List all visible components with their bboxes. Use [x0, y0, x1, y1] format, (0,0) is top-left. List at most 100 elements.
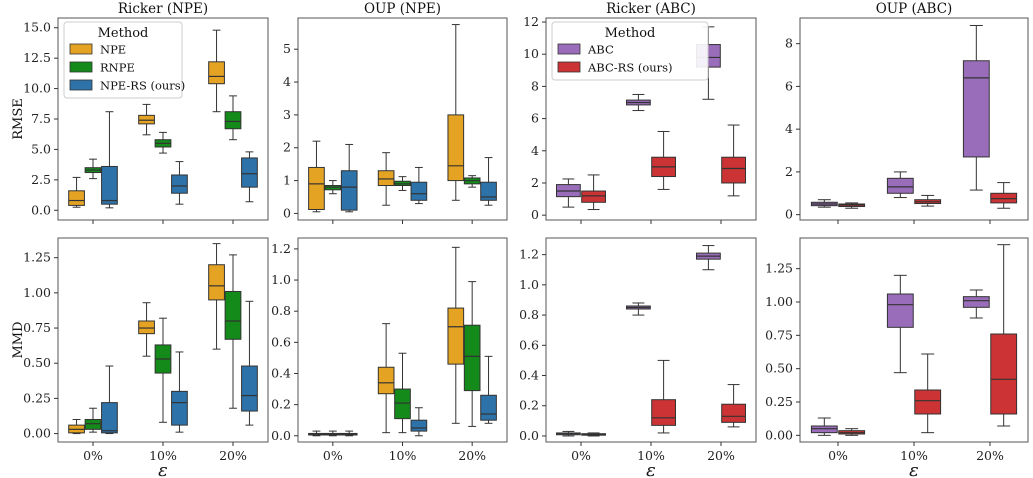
box-npe-rs-ours-20pct [480, 355, 497, 424]
subplot-1: 0.0 2.5 5.0 7.5 10.0 12.5 15.0 Ricker (NPE) RMSE… [11, 1, 269, 224]
y-tick-label: 0 [531, 207, 539, 222]
box-body [990, 333, 1018, 415]
box-abc-rs-ours-10pct [651, 130, 677, 190]
x-tick-label: 10% [149, 448, 177, 463]
y-tick-label: 4 [531, 143, 539, 158]
subplot-7: 0.0 0.2 0.4 0.6 0.8 1.0 1.2 0% 10% 20% ε [519, 237, 757, 478]
y-tick-label: 1.2 [519, 247, 539, 262]
box-body [480, 394, 497, 421]
y-tick-label: 0.8 [519, 307, 539, 322]
box-body [224, 290, 242, 340]
box-abc-rs-ours-0pct [581, 432, 607, 437]
box-body [208, 61, 225, 85]
box-rnpe-0pct [324, 180, 342, 195]
y-tick-label: 0.50 [765, 361, 793, 376]
box-body [101, 165, 118, 205]
x-axis-label: ε [158, 460, 168, 478]
box-body [308, 166, 325, 210]
x-axis-label: ε [646, 460, 656, 478]
box-npe-rs-ours-10pct [410, 166, 428, 205]
legend-swatch [557, 43, 581, 55]
box-abc-rs-ours-20pct [721, 124, 747, 197]
box-body [721, 403, 747, 423]
y-tick-label: 1.25 [765, 261, 793, 276]
x-tick-label: 10% [900, 448, 928, 463]
box-abc-rs-ours-0pct [581, 174, 607, 211]
axes-frame [799, 17, 1029, 221]
y-tick-label: 2 [531, 175, 539, 190]
box-abc-rs-ours-0pct [838, 428, 866, 436]
box-body [410, 419, 428, 432]
legend-entry: RNPE [100, 61, 135, 75]
x-tick-label: 0% [571, 448, 591, 463]
y-tick-label: 0 [283, 205, 291, 220]
y-tick-label: 12 [523, 14, 539, 29]
box-npe-rs-ours-20pct [241, 151, 258, 203]
box-body [138, 320, 155, 335]
legend-title: Method [605, 26, 656, 41]
box-body [377, 170, 395, 187]
box-body [208, 264, 225, 301]
y-tick-label: 0.25 [23, 390, 51, 405]
legend-entry: NPE [100, 43, 126, 57]
box-npe-10pct [138, 302, 155, 357]
box-body [138, 114, 155, 125]
legend-box [551, 21, 709, 81]
y-tick-label: 1.00 [23, 285, 51, 300]
x-tick-label: 20% [707, 448, 735, 463]
y-tick-label: 2 [283, 140, 291, 155]
box-rnpe-0pct [324, 430, 342, 437]
box-abc-20pct [962, 289, 990, 319]
box-abc-10pct [626, 93, 651, 112]
y-tick-label: 8 [785, 36, 793, 51]
box-body [447, 307, 465, 365]
y-tick-label: 0.0 [271, 428, 291, 443]
x-tick-label: 20% [458, 448, 486, 463]
subplot-title: Ricker (ABC) [606, 1, 696, 17]
legend-swatch [69, 43, 93, 55]
subplot-6: 0.0 0.2 0.4 0.6 0.8 1.0 1.2 0% 10% 20% [271, 237, 508, 463]
y-tick-label: 0.4 [519, 368, 539, 383]
box-npe-rs-ours-20pct [241, 300, 258, 426]
box-rnpe-0pct [84, 158, 102, 180]
y-tick-label: 8 [531, 78, 539, 93]
y-tick-label: 1 [283, 173, 291, 188]
y-tick-label: 0.0 [31, 202, 51, 217]
subplot-3: 0 2 4 6 8 10 12 Ricker (ABC) Method ABC ABC-RS (ou… [523, 1, 757, 224]
y-tick-label: 0.50 [23, 355, 51, 370]
box-rnpe-10pct [154, 131, 172, 154]
box-npe-20pct [447, 246, 465, 424]
y-tick-label: 2.5 [31, 172, 51, 187]
x-tick-label: 0% [83, 448, 103, 463]
y-tick-label: 0.75 [23, 320, 51, 335]
subplot-title: OUP (NPE) [364, 1, 441, 17]
y-tick-label: 0.00 [23, 426, 51, 441]
box-body [914, 389, 942, 415]
box-npe-0pct [68, 176, 85, 208]
box-rnpe-0pct [84, 407, 102, 433]
y-tick-label: 0.75 [765, 327, 793, 342]
y-tick-label: 5 [283, 41, 291, 56]
box-abc-rs-ours-20pct [990, 182, 1018, 209]
box-body [581, 190, 607, 203]
box-body [394, 388, 411, 420]
legend-entry: ABC [587, 43, 614, 57]
box-npe-rs-ours-10pct [410, 407, 428, 437]
x-tick-label: 20% [219, 448, 247, 463]
x-tick-label: 0% [828, 448, 848, 463]
box-body [84, 418, 102, 430]
box-abc-0pct [810, 417, 838, 436]
subplot-2: 0 1 2 3 4 5 OUP (NPE) [283, 1, 508, 224]
box-body [241, 365, 258, 412]
y-tick-label: 12.5 [23, 50, 51, 65]
box-body [962, 296, 990, 308]
box-npe-20pct [447, 24, 465, 201]
subplot-5: 0.00 0.25 0.50 0.75 1.00 1.25 0% 10% 20% MMD ε [11, 237, 269, 478]
box-npe-20pct [208, 29, 225, 113]
legend: Method NPE RNPE NPE-RS (ours) [63, 21, 185, 99]
box-npe-rs-ours-0pct [101, 111, 118, 209]
box-npe-rs-ours-20pct [480, 157, 497, 206]
y-tick-label: 15.0 [23, 20, 51, 35]
box-abc-rs-ours-10pct [914, 194, 942, 207]
y-tick-label: 0.0 [519, 428, 539, 443]
